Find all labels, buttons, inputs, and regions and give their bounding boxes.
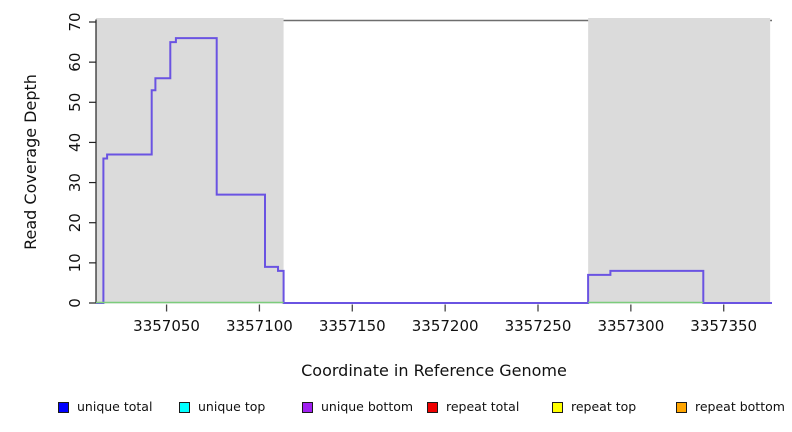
y-tick-label: 70 — [66, 12, 84, 31]
coverage-step-line — [96, 37, 772, 304]
repeat-region-left — [96, 18, 284, 304]
repeat-region-right — [588, 18, 771, 304]
x-tick-label: 3357200 — [412, 317, 479, 335]
y-axis-title: Read Coverage Depth — [21, 74, 40, 250]
x-tick-label: 3357050 — [133, 317, 200, 335]
y-tick-label: 30 — [66, 173, 84, 192]
y-tick-label: 60 — [66, 53, 84, 72]
x-tick-label: 3357250 — [505, 317, 572, 335]
y-tick-label: 50 — [66, 93, 84, 112]
y-tick-label: 10 — [66, 253, 84, 272]
x-tick-label: 3357100 — [226, 317, 293, 335]
x-tick-label: 3357350 — [690, 317, 757, 335]
x-tick-label: 3357150 — [319, 317, 386, 335]
y-tick-label: 0 — [66, 298, 84, 308]
y-tick-label: 40 — [66, 133, 84, 152]
x-axis-title: Coordinate in Reference Genome — [301, 361, 567, 380]
chart-layers: 3357050 3357100 3357150 3357200 3357250 33573… — [66, 12, 772, 335]
x-tick-label: 3357300 — [597, 317, 664, 335]
y-tick-label: 20 — [66, 213, 84, 232]
